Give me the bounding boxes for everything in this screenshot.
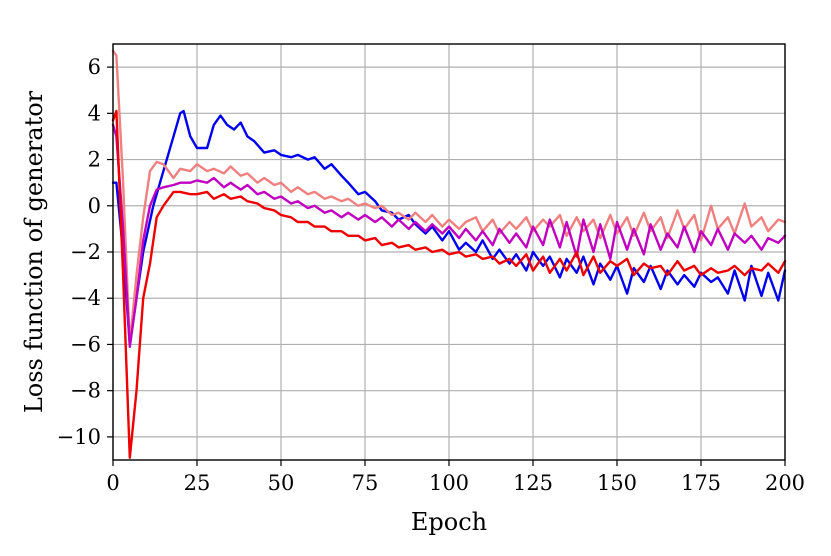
- x-tick-label: 175: [681, 471, 721, 495]
- x-axis-label: Epoch: [411, 508, 487, 536]
- y-tick-label: 4: [88, 101, 101, 125]
- x-tick-label: 75: [352, 471, 379, 495]
- x-tick-label: 100: [429, 471, 469, 495]
- y-tick-label: −8: [70, 379, 101, 403]
- series-line-3: [111, 123, 787, 348]
- y-tick-label: −2: [70, 240, 101, 264]
- series-line-4: [111, 109, 787, 459]
- x-tick-label: 25: [184, 471, 211, 495]
- y-tick-label: 6: [88, 55, 101, 79]
- y-tick-label: −4: [70, 286, 101, 310]
- x-tick-label: 200: [765, 471, 805, 495]
- axis-ticks: [107, 66, 786, 466]
- y-tick-label: 0: [88, 194, 101, 218]
- series-line-2: [111, 49, 787, 346]
- series-layer: [111, 49, 787, 459]
- x-tick-labels: 0 25 50 75 100 125 150 175 200: [106, 471, 805, 495]
- y-tick-label: −6: [70, 332, 101, 356]
- x-tick-label: 150: [597, 471, 637, 495]
- y-tick-labels: 6 4 2 0 −2 −4 −6 −8 −10: [57, 55, 101, 449]
- y-axis-label: Loss function of generator: [20, 90, 48, 413]
- grid-lines: [112, 44, 786, 460]
- x-tick-label: 125: [513, 471, 553, 495]
- x-tick-label: 0: [106, 471, 119, 495]
- x-tick-label: 50: [268, 471, 295, 495]
- y-tick-label: 2: [88, 148, 101, 172]
- y-tick-label: −10: [57, 425, 101, 449]
